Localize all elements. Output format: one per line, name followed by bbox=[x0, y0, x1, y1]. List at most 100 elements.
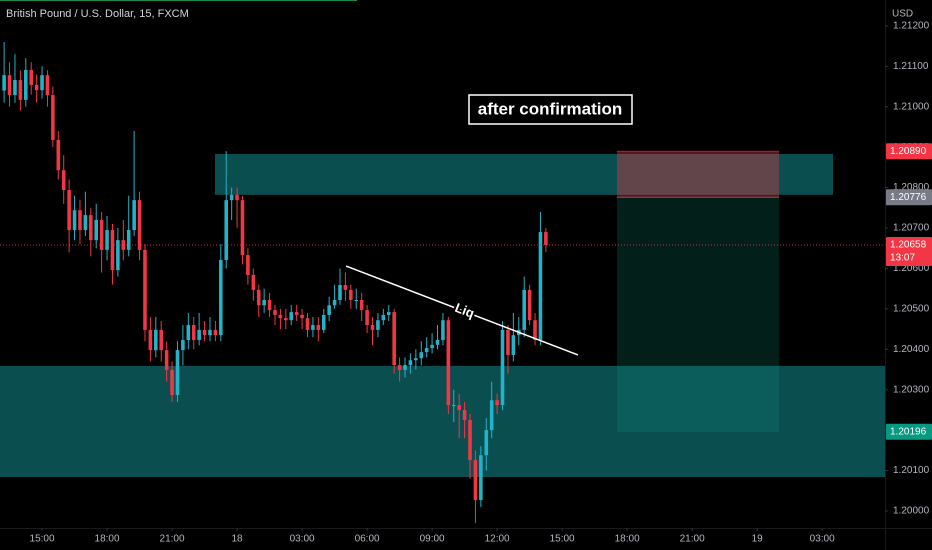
candle-body bbox=[479, 455, 483, 501]
candle-body bbox=[414, 358, 418, 361]
candle-body bbox=[435, 340, 440, 345]
candle-body bbox=[343, 285, 348, 290]
candle-body bbox=[392, 312, 396, 366]
candle-body bbox=[219, 259, 223, 336]
candle-body bbox=[489, 400, 494, 431]
last-price-label: 1.20658 bbox=[890, 240, 927, 251]
candle-body bbox=[408, 360, 413, 366]
candle-body bbox=[462, 409, 467, 421]
candle-body bbox=[126, 230, 131, 250]
candle-body bbox=[327, 305, 331, 315]
candle-body bbox=[376, 320, 380, 330]
y-tick-label: 1.21100 bbox=[893, 61, 929, 72]
x-tick-label: 21:00 bbox=[160, 534, 185, 545]
candle-body bbox=[23, 69, 28, 100]
candle-body bbox=[332, 299, 337, 306]
candle-body bbox=[424, 348, 429, 353]
y-tick-label: 1.20300 bbox=[893, 384, 930, 395]
y-tick-label: 1.20500 bbox=[893, 304, 930, 315]
x-tick-label: 21:00 bbox=[680, 534, 705, 545]
candle-body bbox=[289, 312, 294, 321]
candle-body bbox=[446, 320, 451, 406]
zone bbox=[0, 365, 885, 478]
candle-body bbox=[56, 139, 61, 171]
target-badge bbox=[886, 423, 932, 440]
candle-body bbox=[338, 285, 342, 300]
candle-body bbox=[354, 299, 359, 301]
last-price-badge bbox=[886, 236, 932, 266]
x-tick-label: 19 bbox=[752, 534, 764, 545]
candle-body bbox=[148, 329, 153, 351]
candle-body bbox=[349, 289, 353, 300]
candle-body bbox=[278, 314, 283, 319]
candle-body bbox=[116, 240, 120, 271]
candle-body bbox=[235, 194, 239, 201]
candle-body bbox=[224, 200, 229, 260]
note-box bbox=[468, 94, 633, 125]
x-tick-label: 06:00 bbox=[355, 534, 380, 545]
candle-body bbox=[316, 325, 321, 330]
candle-body bbox=[495, 400, 499, 406]
candle-body bbox=[164, 350, 169, 370]
stop-badge-label: 1.20890 bbox=[890, 146, 927, 157]
candle-body bbox=[67, 190, 71, 231]
x-tick-label: 15:00 bbox=[550, 534, 575, 545]
candle-body bbox=[175, 350, 180, 395]
candle-body bbox=[143, 249, 147, 330]
candle-body bbox=[94, 219, 99, 241]
candle-body bbox=[18, 80, 23, 100]
candle-body bbox=[511, 335, 516, 355]
candle-body bbox=[273, 310, 277, 315]
candle-body bbox=[154, 329, 158, 351]
candle-body bbox=[2, 75, 6, 91]
candle-body bbox=[468, 420, 472, 461]
y-tick-label: 1.20700 bbox=[893, 223, 930, 234]
candle-body bbox=[78, 210, 82, 231]
candle-body bbox=[170, 369, 174, 395]
candle-body bbox=[451, 405, 456, 407]
candle-body bbox=[544, 232, 548, 245]
candle-body bbox=[522, 289, 526, 330]
candle-body bbox=[213, 329, 218, 336]
y-tick-label: 1.20400 bbox=[893, 344, 930, 355]
target-badge-label: 1.20196 bbox=[890, 426, 927, 437]
currency-label: USD bbox=[892, 9, 913, 20]
candle-body bbox=[294, 312, 299, 315]
candle-body bbox=[311, 325, 315, 330]
candle-body bbox=[262, 299, 266, 306]
y-tick-label: 1.20800 bbox=[893, 182, 930, 193]
candle-body bbox=[202, 329, 207, 336]
x-tick-label: 09:00 bbox=[420, 534, 445, 545]
x-tick-label: 03:00 bbox=[290, 534, 315, 545]
candle-body bbox=[430, 344, 434, 349]
y-tick-label: 1.21000 bbox=[893, 101, 930, 112]
zones bbox=[0, 154, 885, 478]
candle-body bbox=[246, 255, 250, 275]
candle-body bbox=[533, 320, 537, 341]
note-text: after confirmation bbox=[478, 99, 623, 118]
candle-body bbox=[181, 340, 185, 351]
candle-body bbox=[191, 325, 196, 341]
candle-body bbox=[441, 320, 445, 341]
candle-body bbox=[51, 95, 55, 140]
x-tick-label: 15:00 bbox=[30, 534, 55, 545]
candle-body bbox=[132, 200, 136, 231]
x-tick-label: 18 bbox=[232, 534, 244, 545]
candle-body bbox=[83, 215, 88, 231]
candle-body bbox=[89, 215, 93, 241]
candle-body bbox=[457, 405, 461, 410]
candle-body bbox=[29, 69, 33, 85]
candle-body bbox=[386, 312, 391, 315]
candle-body bbox=[208, 329, 212, 336]
target-area bbox=[616, 197, 780, 432]
candle-body bbox=[484, 430, 489, 456]
candle-body bbox=[159, 329, 164, 351]
candle-body bbox=[72, 210, 77, 231]
candle-body bbox=[284, 318, 288, 321]
candle-body bbox=[40, 75, 44, 91]
candle-body bbox=[137, 200, 142, 250]
candle-body bbox=[500, 329, 505, 406]
countdown-label: 13:07 bbox=[890, 253, 915, 264]
y-tick-label: 1.20000 bbox=[893, 506, 930, 517]
